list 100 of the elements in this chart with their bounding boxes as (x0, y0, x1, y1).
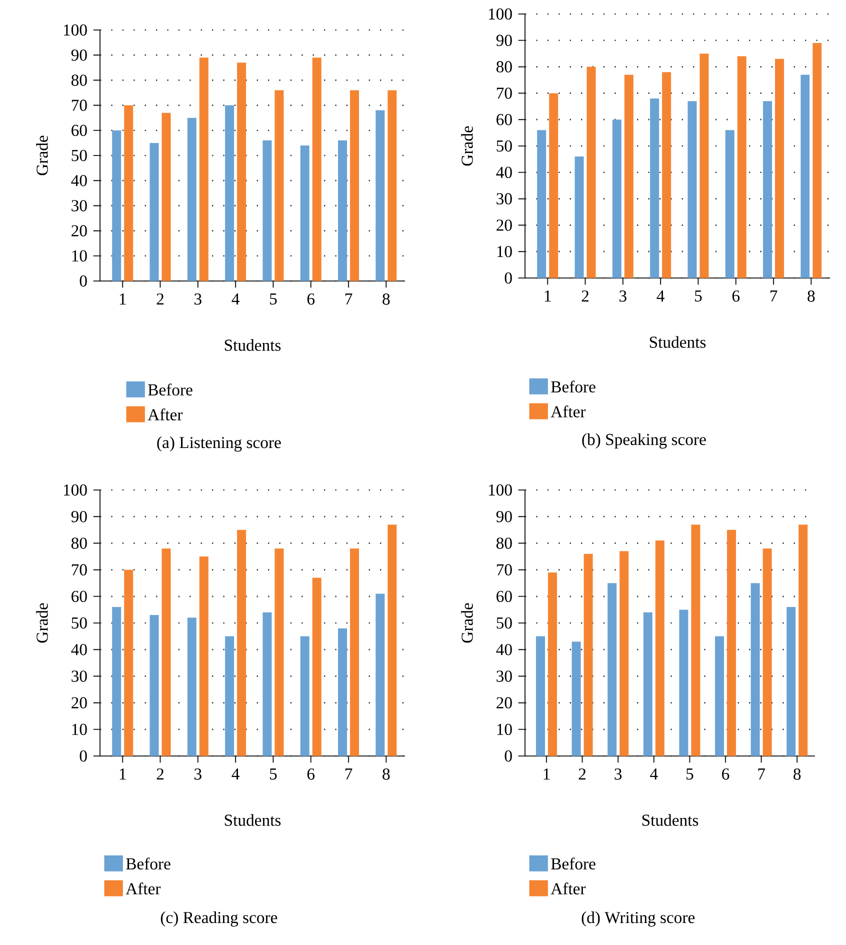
bar (775, 58, 784, 278)
bar (312, 58, 322, 281)
x-tick-label: 7 (758, 768, 765, 780)
bar (338, 140, 348, 281)
x-tick-label: 8 (382, 768, 390, 780)
x-tick-label: 8 (382, 293, 390, 305)
x-tick-label: 2 (578, 768, 586, 780)
bar (388, 90, 397, 281)
bar (350, 90, 360, 281)
x-tick-label: 2 (582, 290, 589, 302)
legend-label: Before (551, 858, 596, 870)
x-tick-label: 8 (794, 768, 801, 780)
x-tick-label: 6 (307, 293, 315, 305)
bar (786, 607, 796, 756)
y-tick-label: 20 (496, 697, 512, 708)
x-tick-label: 8 (808, 290, 815, 302)
bar (112, 607, 122, 756)
bar (124, 105, 134, 281)
y-tick-label: 0 (504, 272, 512, 284)
y-tick-label: 100 (488, 484, 512, 496)
x-tick-label: 2 (156, 768, 164, 780)
legend-label: After (550, 882, 586, 894)
bar (162, 548, 171, 756)
text: (b) Speaking score (582, 433, 706, 449)
x-axis-title: Students (642, 814, 698, 826)
text: (d) Writing score (582, 911, 695, 927)
x-tick-label: 6 (732, 290, 740, 302)
bar (655, 540, 664, 756)
bar (262, 612, 272, 756)
bar (750, 583, 760, 756)
y-tick-label: 20 (72, 697, 87, 708)
y-tick-label: 50 (496, 140, 512, 152)
y-tick-label: 100 (64, 484, 87, 496)
y-tick-label: 100 (488, 8, 512, 20)
legend-label: Before (126, 858, 170, 870)
x-tick-label: 5 (686, 768, 694, 780)
bar (798, 524, 808, 756)
y-tick-label: 30 (496, 670, 512, 682)
bar (312, 578, 322, 756)
y-tick-label: 80 (496, 538, 512, 549)
text: (a) Listening score (157, 436, 281, 452)
y-tick-label: 90 (71, 49, 87, 61)
bar (237, 530, 246, 756)
y-tick-label: 0 (80, 275, 87, 287)
bar (608, 583, 617, 756)
bar (691, 524, 700, 756)
y-tick-label: 40 (71, 644, 87, 656)
bar (572, 642, 581, 756)
x-tick-label: 7 (770, 290, 778, 302)
bar (150, 615, 159, 756)
bar (726, 530, 736, 756)
bar (225, 636, 234, 756)
legend-label: Before (551, 380, 596, 392)
x-tick-label: 5 (695, 290, 702, 302)
y-tick-label: 60 (496, 590, 512, 602)
x-axis-title: Students (224, 814, 281, 826)
bar (112, 130, 122, 281)
bar (199, 58, 208, 281)
bar (536, 636, 545, 756)
y-tick-label: 100 (64, 24, 87, 36)
y-tick-label: 0 (504, 750, 512, 762)
bar (620, 551, 629, 756)
bar (300, 145, 310, 281)
y-tick-label: 40 (496, 644, 512, 656)
bar (274, 548, 284, 756)
y-axis-title: Grade (461, 603, 473, 643)
bar (187, 618, 196, 756)
bar (274, 90, 284, 281)
y-tick-label: 90 (496, 510, 512, 522)
y-tick-label: 70 (72, 100, 87, 111)
x-tick-label: 7 (345, 293, 352, 304)
y-tick-label: 30 (496, 193, 512, 204)
y-tick-label: 60 (72, 590, 87, 602)
legend-label: After (126, 882, 161, 894)
bar (662, 72, 672, 278)
bar (624, 74, 634, 278)
y-tick-label: 20 (496, 220, 512, 231)
x-tick-label: 3 (620, 290, 626, 302)
bar (549, 93, 558, 278)
y-tick-label: 20 (72, 225, 87, 236)
legend-label: After (550, 405, 586, 418)
bar (376, 594, 385, 756)
y-tick-label: 80 (496, 61, 512, 72)
x-tick-label: 1 (544, 290, 551, 302)
bar (586, 66, 596, 278)
x-tick-label: 2 (156, 293, 164, 305)
bar (124, 570, 134, 756)
x-axis-title: Students (650, 336, 706, 348)
y-tick-label: 30 (72, 200, 87, 212)
y-tick-label: 50 (496, 617, 512, 629)
bar (199, 556, 208, 756)
x-axis-title: Students (224, 339, 281, 351)
bar (187, 118, 196, 281)
bar (350, 548, 360, 756)
y-tick-label: 70 (72, 564, 87, 576)
bar (574, 156, 584, 278)
legend-label: After (148, 408, 183, 420)
bar (763, 101, 772, 278)
y-tick-label: 60 (496, 114, 512, 126)
bar (150, 142, 159, 281)
